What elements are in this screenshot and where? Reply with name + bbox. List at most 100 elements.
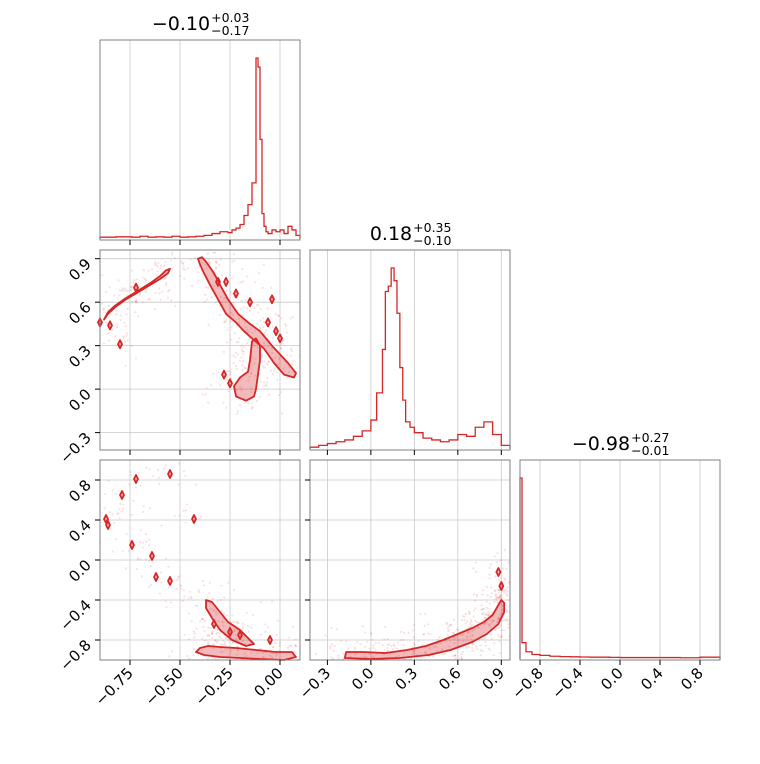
sample-point	[212, 647, 215, 650]
sample-point	[477, 626, 480, 630]
sample-point	[492, 619, 495, 622]
sample-point	[138, 286, 142, 289]
sample-point	[236, 645, 239, 648]
x-tick-label: −0.3	[296, 664, 334, 702]
sample-point	[457, 638, 460, 642]
sample-point	[225, 299, 228, 302]
sample-point	[498, 595, 501, 598]
sample-point	[480, 608, 483, 611]
sample-point	[277, 619, 280, 622]
sample-point	[428, 647, 431, 650]
sample-point	[337, 656, 340, 660]
sample-point	[457, 629, 460, 632]
sample-point	[448, 645, 451, 648]
sample-point	[142, 269, 145, 272]
sample-point	[215, 260, 218, 264]
sample-point	[236, 412, 239, 415]
sample-point	[215, 632, 218, 635]
sample-point	[124, 567, 127, 570]
sample-point	[244, 367, 247, 370]
sample-point	[462, 639, 465, 643]
sample-point	[263, 360, 266, 363]
sample-point	[259, 307, 262, 311]
sample-point	[472, 642, 475, 646]
sample-point	[490, 637, 493, 640]
sample-point	[122, 507, 125, 510]
sample-point	[490, 611, 494, 614]
sample-point	[219, 636, 222, 639]
sample-point	[127, 289, 130, 292]
sample-point	[167, 586, 170, 589]
sample-point	[442, 668, 444, 670]
sample-point	[182, 268, 185, 271]
sample-point	[222, 297, 226, 300]
sample-point	[510, 588, 512, 590]
sample-point	[471, 634, 474, 638]
sample-point	[200, 637, 204, 640]
sample-point	[364, 645, 367, 649]
sample-point	[197, 271, 200, 274]
sample-point	[117, 512, 120, 515]
sample-point	[108, 324, 112, 327]
sample-point	[104, 321, 108, 324]
sample-point	[216, 631, 219, 634]
y-tick-label: 0.8	[65, 476, 95, 506]
sample-point	[498, 579, 501, 582]
sample-point	[217, 263, 221, 266]
sample-point	[460, 657, 463, 660]
sample-point	[220, 274, 224, 277]
sample-point	[479, 654, 482, 657]
contour-island	[107, 320, 113, 331]
sample-point	[222, 401, 225, 404]
sample-point	[103, 492, 107, 496]
sample-point	[250, 387, 253, 390]
sample-point	[124, 325, 127, 328]
panel-background	[100, 40, 300, 240]
sample-point	[104, 311, 107, 314]
sample-point	[388, 643, 391, 646]
sample-point	[165, 281, 168, 285]
x-tick-label: 0.3	[392, 664, 422, 694]
sample-point	[267, 360, 270, 363]
sample-point	[500, 597, 503, 600]
sample-point	[101, 274, 104, 277]
sample-point	[270, 656, 274, 659]
sample-point	[437, 638, 440, 641]
sample-point	[442, 653, 445, 656]
sample-point	[504, 578, 507, 581]
sample-point	[477, 663, 479, 665]
sample-point	[147, 269, 150, 272]
sample-point	[219, 598, 222, 602]
sample-point	[95, 317, 97, 319]
sample-point	[467, 631, 470, 634]
sample-point	[126, 294, 129, 297]
sample-point	[92, 320, 94, 322]
sample-point	[507, 599, 510, 602]
sample-point	[436, 649, 439, 653]
sample-point	[469, 624, 472, 627]
sample-point	[512, 627, 514, 629]
sample-point	[494, 594, 498, 597]
sample-point	[501, 608, 504, 611]
sample-point	[221, 620, 224, 623]
sample-point	[223, 612, 226, 615]
sample-point	[145, 466, 148, 469]
sample-point	[212, 284, 215, 287]
sample-point	[212, 251, 215, 254]
sample-point	[233, 629, 236, 632]
sample-point	[475, 570, 478, 573]
sample-point	[125, 532, 128, 536]
panel-background	[100, 250, 300, 450]
sample-point	[487, 647, 490, 650]
sample-point	[242, 280, 245, 283]
contour-island	[267, 635, 273, 645]
sample-point	[230, 649, 233, 652]
sample-point	[116, 323, 119, 326]
sample-point	[291, 363, 294, 366]
sample-point	[141, 541, 144, 544]
sample-point	[278, 644, 281, 647]
sample-point	[135, 301, 138, 304]
sample-point	[124, 340, 127, 343]
sample-point	[225, 378, 229, 381]
sample-point	[399, 668, 401, 670]
